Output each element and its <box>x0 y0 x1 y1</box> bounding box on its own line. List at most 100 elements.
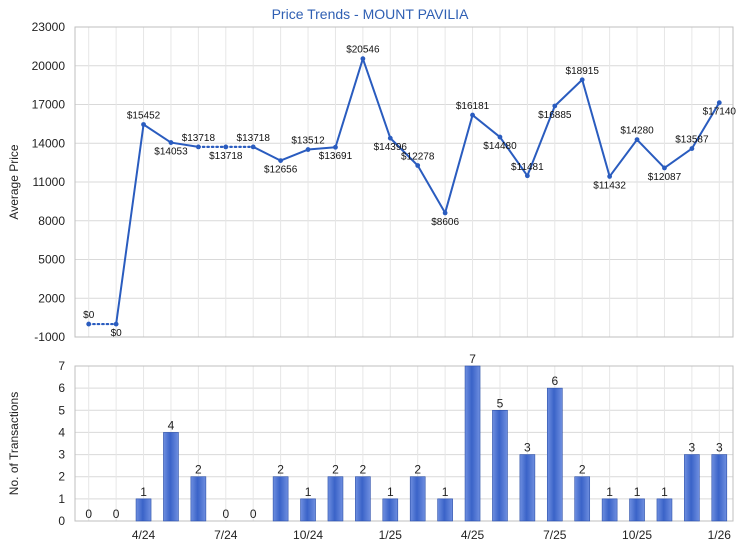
price-line-segment <box>581 78 611 178</box>
price-gridlines <box>74 26 734 338</box>
price-point <box>305 147 311 152</box>
x-tick-label: 4/25 <box>461 528 485 542</box>
transactions-data-label: 2 <box>360 463 367 477</box>
transactions-bar <box>519 454 536 522</box>
price-line-segment <box>608 138 639 178</box>
price-line-segment <box>663 147 693 169</box>
transactions-data-label: 5 <box>497 396 504 410</box>
price-line-segment <box>416 164 447 214</box>
price-point <box>607 174 613 179</box>
price-line-segment <box>307 146 337 151</box>
price-point <box>333 144 338 150</box>
transactions-bar <box>492 409 508 522</box>
price-plot-frame <box>74 26 734 338</box>
x-tick-label: 10/24 <box>293 528 323 542</box>
transactions-bar <box>437 498 453 522</box>
price-y-tick-label: 23000 <box>32 20 66 34</box>
transactions-bar <box>574 476 591 522</box>
price-point <box>223 144 229 150</box>
transactions-bar <box>190 476 207 522</box>
price-point <box>442 210 448 216</box>
price-line-segment <box>334 57 364 149</box>
transactions-y-axis: 0 1 2 3 4 5 6 7 <box>58 359 65 528</box>
price-data-label: $13718 <box>182 133 216 144</box>
transactions-bar <box>684 454 700 522</box>
price-data-label: $0 <box>111 328 123 339</box>
price-y-tick-label: 14000 <box>32 136 66 150</box>
price-line-segment <box>279 148 310 162</box>
price-line-segment <box>553 78 584 107</box>
price-line-segment <box>115 123 145 326</box>
price-line-segment <box>636 138 666 169</box>
x-axis: 4/24 7/24 10/24 1/25 4/25 7/25 10/25 1/26 <box>132 528 731 542</box>
transactions-data-label: 4 <box>168 418 175 432</box>
price-data-label: $13587 <box>675 135 709 146</box>
x-tick-label: 1/25 <box>379 528 403 542</box>
price-point <box>552 103 558 109</box>
price-point <box>278 158 284 164</box>
price-data-label: $11481 <box>511 162 544 173</box>
transactions-data-label: 1 <box>140 485 147 499</box>
transactions-data-label: 3 <box>524 441 531 455</box>
price-point <box>387 135 393 141</box>
transactions-data-label: 2 <box>277 463 284 477</box>
transactions-data-label: 2 <box>332 463 339 477</box>
price-data-label: $13718 <box>237 133 271 144</box>
transactions-bar-series <box>135 365 728 522</box>
price-line-segment <box>252 145 282 162</box>
transactions-y-tick-label: 3 <box>58 448 65 462</box>
transactions-bar <box>464 365 481 522</box>
price-point <box>360 56 366 62</box>
transactions-data-label: 7 <box>469 352 476 366</box>
transactions-data-label: 3 <box>689 441 696 455</box>
transactions-y-tick-label: 1 <box>58 492 65 506</box>
price-point <box>168 140 174 145</box>
price-y-axis-label: Average Price <box>7 144 21 219</box>
transactions-bar <box>327 476 344 522</box>
transactions-bar <box>656 498 673 522</box>
transactions-bar <box>409 476 426 522</box>
price-point <box>141 122 146 127</box>
x-tick-label: 10/25 <box>622 528 652 542</box>
transactions-data-label: 0 <box>250 507 257 521</box>
price-line-segment <box>361 57 392 140</box>
transactions-y-tick-label: 7 <box>58 359 65 373</box>
price-data-label: $16181 <box>456 101 490 112</box>
price-data-labels: $0 $0 $15452 $14053 $13718 $13718 $13718 $12656… <box>83 45 736 339</box>
price-y-tick-label: 17000 <box>32 98 66 112</box>
transactions-bar <box>546 387 563 522</box>
transactions-data-label: 1 <box>442 485 449 499</box>
price-point <box>662 165 667 171</box>
price-line-segment <box>444 114 474 214</box>
price-point <box>634 137 640 143</box>
transactions-data-label: 1 <box>305 485 312 499</box>
transactions-data-label: 1 <box>387 485 394 499</box>
price-point <box>497 134 503 140</box>
price-y-tick-label: 2000 <box>38 291 65 305</box>
price-data-label: $18915 <box>566 66 600 77</box>
price-data-label: $12656 <box>264 165 298 176</box>
price-data-label: $12278 <box>401 151 435 162</box>
transactions-y-tick-label: 6 <box>58 381 65 395</box>
price-line-segment <box>142 123 172 144</box>
price-data-label: $16885 <box>538 110 572 121</box>
price-line-segment <box>389 137 419 167</box>
price-point <box>470 112 475 118</box>
transactions-bar <box>272 476 289 522</box>
price-line-segment <box>526 104 556 177</box>
price-data-label: $13691 <box>319 151 353 162</box>
chart-title: Price Trends - MOUNT PAVILIA <box>271 6 469 22</box>
price-data-label: $12087 <box>648 172 682 183</box>
transactions-bar <box>382 498 399 522</box>
transactions-data-labels: 0 0 1 4 2 0 0 2 1 2 2 1 2 1 7 5 3 6 2 1 1 1 3 3 <box>85 352 723 521</box>
price-data-label: $8606 <box>431 217 459 228</box>
price-data-label: $0 <box>83 310 95 321</box>
price-data-label: $14396 <box>374 142 408 153</box>
price-point <box>524 173 530 179</box>
price-y-tick-label: -1000 <box>34 330 65 344</box>
price-point <box>250 144 256 150</box>
transactions-y-axis-label: No. of Transactions <box>7 392 21 495</box>
price-point <box>579 77 585 83</box>
